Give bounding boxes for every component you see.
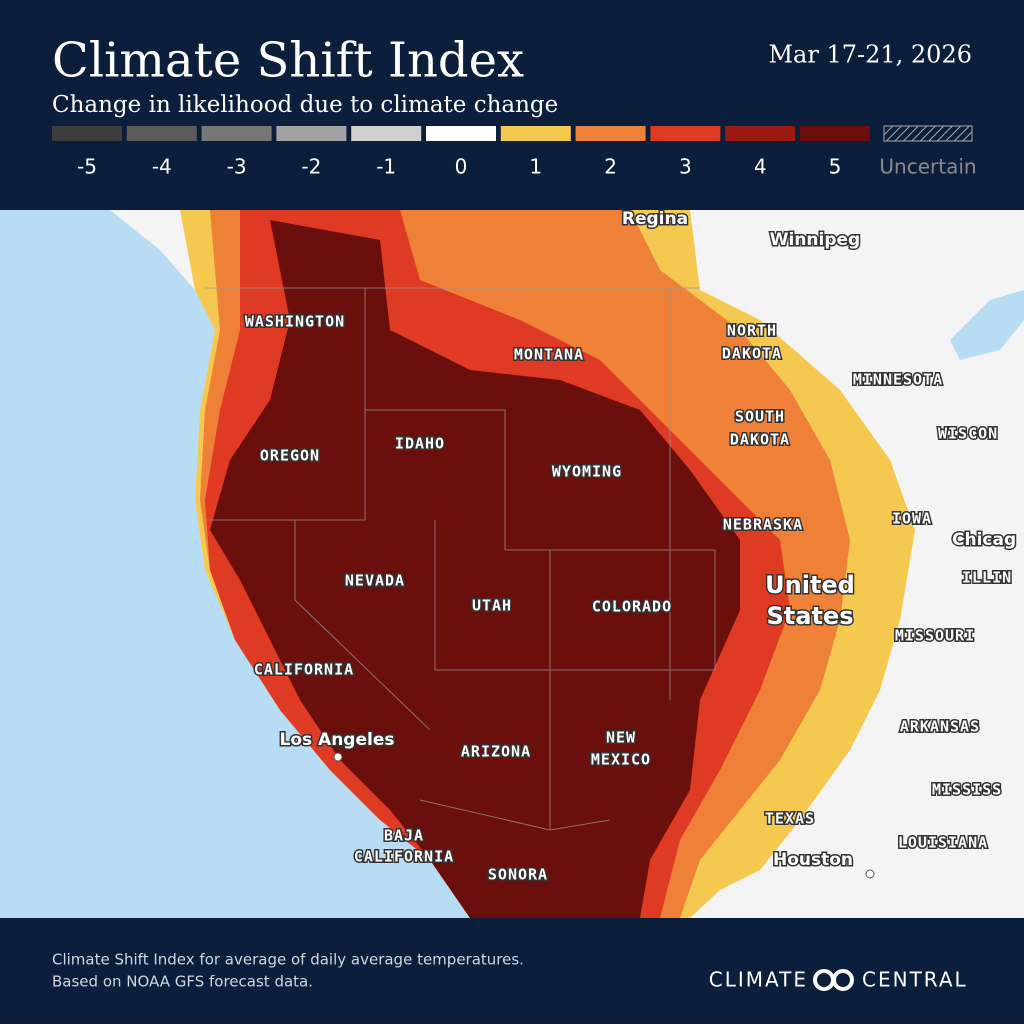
place-label: Chicag bbox=[952, 530, 1016, 550]
place-label: SOUTH bbox=[735, 408, 785, 426]
legend-swatch bbox=[426, 126, 496, 141]
legend-swatch bbox=[351, 126, 422, 141]
place-labels: Regina Winnipeg WASHINGTON MONTANA NORTH… bbox=[243, 208, 1017, 886]
csi-5-area bbox=[210, 220, 740, 918]
place-label: NORTH bbox=[727, 322, 777, 340]
legend-label: -4 bbox=[152, 155, 172, 179]
uncertain-swatch bbox=[883, 125, 973, 142]
title: Climate Shift Index bbox=[52, 33, 524, 89]
place-label: Los Angeles bbox=[280, 730, 395, 750]
place-label: TEXAS bbox=[765, 810, 815, 828]
place-label: IOWA bbox=[892, 510, 932, 528]
legend-swatch bbox=[126, 126, 197, 141]
logo-mark bbox=[813, 969, 854, 991]
place-label: DAKOTA bbox=[730, 431, 790, 449]
place-label: MISSOURI bbox=[895, 627, 975, 645]
legend-label: -5 bbox=[77, 155, 97, 179]
place-label: IDAHO bbox=[395, 435, 445, 453]
place-label: DAKOTA bbox=[722, 345, 782, 363]
place-label: NEBRASKA bbox=[723, 516, 803, 534]
place-label: MINNESOTA bbox=[853, 371, 943, 389]
place-label: WISCON bbox=[938, 425, 998, 443]
place-label: SONORA bbox=[488, 866, 548, 884]
legend-swatch bbox=[725, 126, 796, 141]
place-label: NEW bbox=[606, 729, 636, 747]
place-label: Houston bbox=[773, 850, 853, 870]
legend-label: 1 bbox=[529, 155, 542, 179]
place-label: United bbox=[765, 571, 855, 599]
place-label: MONTANA bbox=[514, 346, 584, 364]
place-label: ARIZONA bbox=[461, 743, 531, 761]
legend-swatch bbox=[575, 126, 646, 141]
place-label: CALIFORNIA bbox=[254, 661, 354, 679]
legend-label: 0 bbox=[455, 155, 468, 179]
logo-text: CLIMATE bbox=[709, 968, 808, 992]
legend-swatch bbox=[52, 126, 122, 141]
legend-swatch bbox=[800, 126, 870, 141]
footer bbox=[0, 918, 1024, 1024]
lake bbox=[950, 290, 1024, 360]
place-label: WYOMING bbox=[552, 463, 622, 481]
place-label: States bbox=[767, 602, 854, 630]
legend-label: 3 bbox=[679, 155, 692, 179]
place-label: Regina bbox=[622, 209, 688, 229]
legend-label: -3 bbox=[227, 155, 247, 179]
footer-note: Based on NOAA GFS forecast data. bbox=[52, 973, 313, 991]
place-label: NEVADA bbox=[345, 572, 405, 590]
place-label: MEXICO bbox=[591, 751, 651, 769]
map: Regina Winnipeg WASHINGTON MONTANA NORTH… bbox=[0, 208, 1024, 918]
place-label: ILLIN bbox=[962, 569, 1012, 587]
legend-label: 5 bbox=[829, 155, 842, 179]
city-dot bbox=[333, 752, 343, 762]
place-label: COLORADO bbox=[592, 598, 672, 616]
legend-swatch bbox=[276, 126, 347, 141]
borders bbox=[205, 287, 716, 831]
place-label: OREGON bbox=[260, 447, 320, 465]
place-label: Winnipeg bbox=[770, 230, 860, 250]
place-label: CALIFORNIA bbox=[354, 848, 454, 866]
legend-label: 4 bbox=[754, 155, 767, 179]
place-label: WASHINGTON bbox=[245, 313, 345, 331]
logo-text: CENTRAL bbox=[862, 968, 968, 992]
subtitle: Change in likelihood due to climate chan… bbox=[52, 92, 558, 118]
legend-label: -1 bbox=[376, 155, 396, 179]
place-label: ARKANSAS bbox=[900, 718, 980, 736]
date: Mar 17-21, 2026 bbox=[768, 41, 972, 69]
place-label: MISSISS bbox=[932, 781, 1002, 799]
place-label: UTAH bbox=[472, 597, 512, 615]
legend-swatch bbox=[650, 126, 721, 141]
city-dot bbox=[865, 869, 875, 879]
legend-swatch bbox=[500, 126, 571, 141]
legend: -5 -4 -3 -2 -1 0 1 2 3 4 5 bbox=[52, 126, 870, 179]
legend-label: 2 bbox=[604, 155, 617, 179]
footer-note: Climate Shift Index for average of daily… bbox=[52, 951, 524, 969]
place-label: LOUISIANA bbox=[898, 834, 988, 852]
legend-label: -2 bbox=[301, 155, 321, 179]
place-label: BAJA bbox=[384, 827, 424, 845]
uncertain-label: Uncertain bbox=[879, 155, 976, 179]
legend-swatch bbox=[201, 126, 272, 141]
